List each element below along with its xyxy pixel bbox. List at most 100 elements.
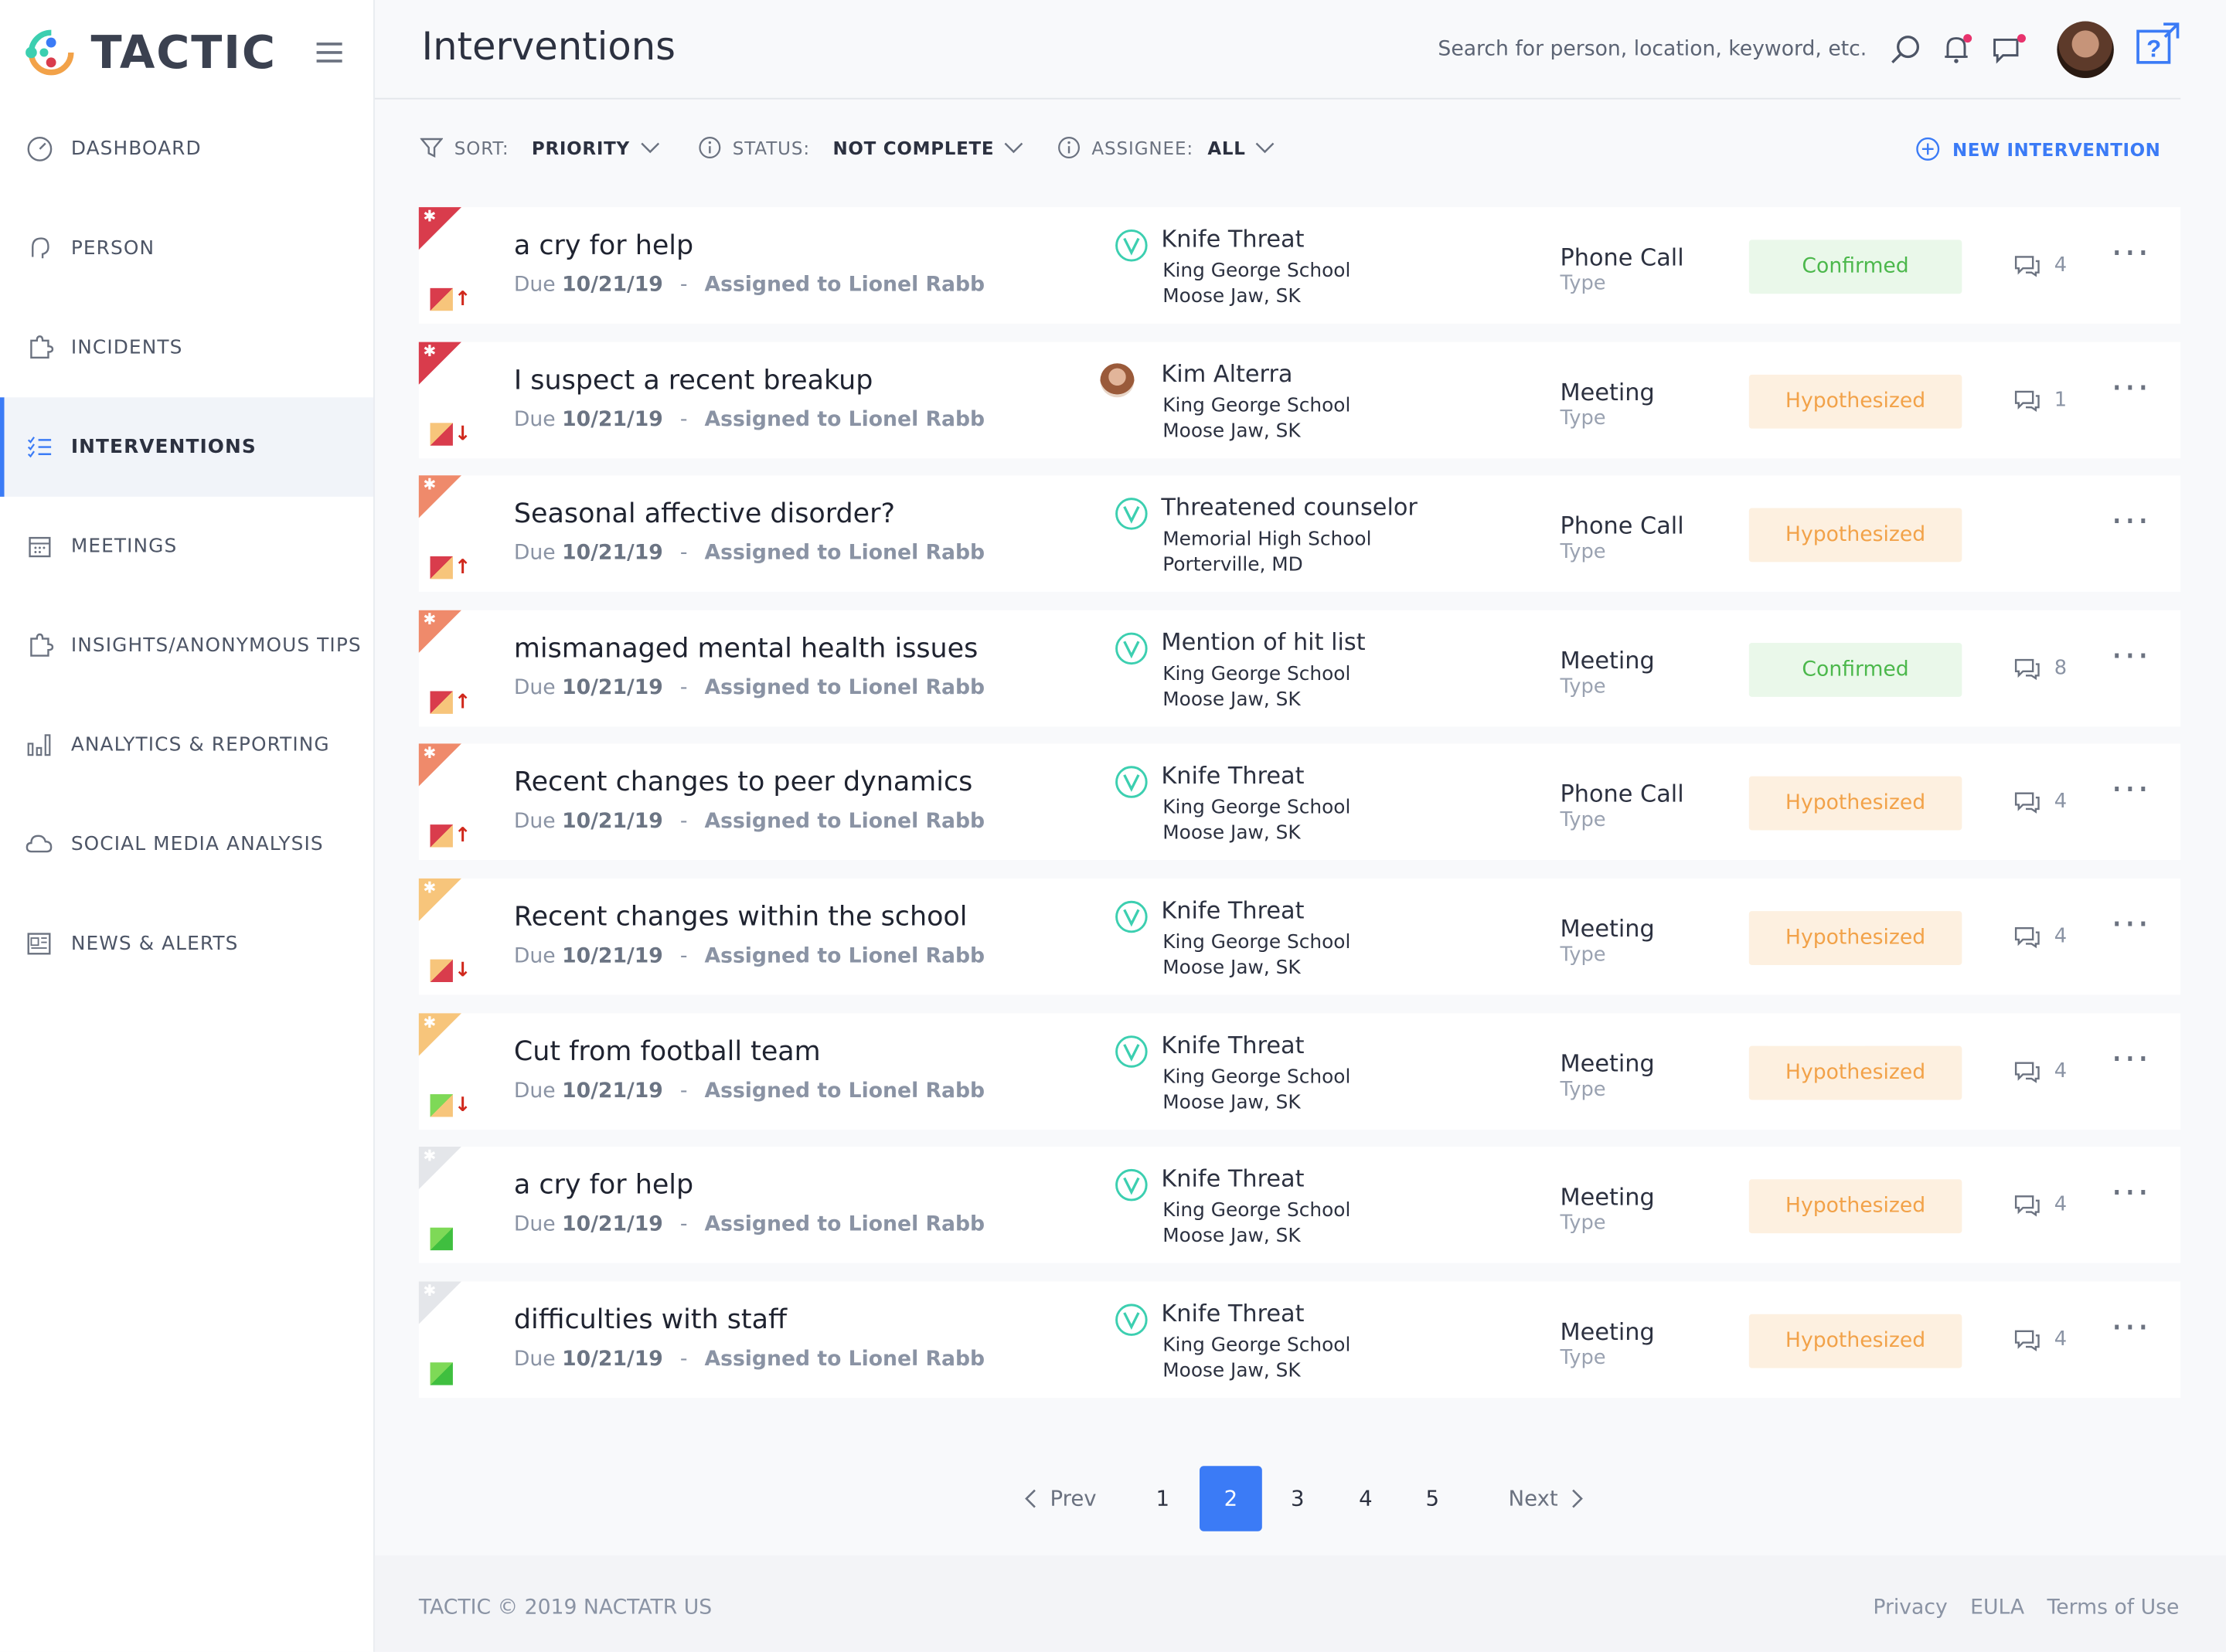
copyright: TACTIC © 2019 NACTATR US	[418, 1596, 713, 1620]
page-button[interactable]: 3	[1290, 1486, 1305, 1512]
intervention-row[interactable]: ✱ ↓ Recent changes within the school Due 10…	[418, 878, 2181, 995]
type-label: Type	[1560, 272, 1606, 296]
more-options-icon[interactable]: ···	[2111, 1172, 2151, 1215]
comments-count[interactable]: 4	[2013, 1327, 2067, 1352]
sidebar-item-analytics-reporting[interactable]: ANALYTICS & REPORTING	[0, 695, 373, 795]
more-options-icon[interactable]: ···	[2111, 770, 2151, 813]
meta-separator: -	[679, 1213, 688, 1237]
comments-number: 1	[2054, 388, 2068, 411]
severity-arrow-icon: ↑	[454, 691, 471, 714]
sidebar-item-interventions[interactable]: INTERVENTIONS	[0, 397, 374, 497]
eula-link[interactable]: EULA	[1970, 1596, 2025, 1620]
help-external-icon[interactable]: ?	[2134, 20, 2182, 68]
intervention-row[interactable]: ✱ ↑ Seasonal affective disorder? Due 10/21/…	[418, 475, 2181, 593]
comments-count[interactable]: 4	[2013, 253, 2067, 278]
incident-school: King George School	[1162, 393, 1351, 417]
comments-count[interactable]: 4	[2013, 924, 2067, 950]
more-options-icon[interactable]: ···	[2111, 1038, 2151, 1081]
more-options-icon[interactable]: ···	[2111, 501, 2151, 544]
sidebar-item-meetings[interactable]: MEETINGS	[0, 497, 373, 597]
search-input[interactable]: Search for person, location, keyword, et…	[1438, 38, 1867, 61]
severity-swatch	[430, 691, 453, 714]
assignee-filter[interactable]: ASSIGNEE: ALL	[1057, 136, 1277, 158]
status-filter[interactable]: STATUS: NOT COMPLETE	[699, 136, 1026, 158]
comments-count[interactable]: 4	[2013, 1192, 2067, 1218]
due-prefix: Due	[513, 1213, 556, 1237]
intervention-row[interactable]: ✱ ↑ Recent changes to peer dynamics Due 10/…	[418, 744, 2181, 861]
intervention-title[interactable]: a cry for help	[513, 229, 694, 261]
app-logo[interactable]: TACTIC	[26, 25, 277, 80]
privacy-link[interactable]: Privacy	[1873, 1596, 1948, 1620]
menu-toggle-icon[interactable]	[316, 42, 342, 63]
assigned-to[interactable]: Assigned to Lionel Rabb	[704, 1213, 985, 1237]
status-badge: Hypothesized	[1748, 508, 1962, 563]
intervention-title[interactable]: Cut from football team	[513, 1035, 821, 1067]
type-label: Type	[1560, 406, 1606, 430]
intervention-title[interactable]: I suspect a recent breakup	[513, 364, 873, 396]
more-options-icon[interactable]: ···	[2111, 635, 2151, 678]
intervention-row[interactable]: ✱ a cry for help Due 10/21/19- Assigned to …	[418, 1147, 2181, 1263]
incident-location: Moose Jaw, SK	[1162, 285, 1301, 308]
intervention-title[interactable]: difficulties with staff	[513, 1304, 788, 1335]
sidebar-item-news-alerts[interactable]: NEWS & ALERTS	[0, 894, 373, 994]
intervention-title[interactable]: Recent changes within the school	[513, 901, 968, 933]
comments-number: 4	[2054, 1193, 2068, 1217]
page-button[interactable]: 5	[1425, 1486, 1439, 1512]
star-icon: ✱	[423, 207, 437, 226]
new-intervention-button[interactable]: NEW INTERVENTION	[1915, 136, 2160, 161]
user-avatar[interactable]	[2057, 21, 2114, 79]
assigned-to[interactable]: Assigned to Lionel Rabb	[704, 1079, 985, 1103]
meta-separator: -	[679, 676, 688, 700]
assigned-to[interactable]: Assigned to Lionel Rabb	[704, 274, 985, 297]
assigned-to[interactable]: Assigned to Lionel Rabb	[704, 1348, 985, 1371]
incident-name: Kim Alterra	[1161, 359, 1293, 387]
intervention-row[interactable]: ✱ ↓ Cut from football team Due 10/21/19- Ass…	[418, 1012, 2181, 1130]
page-button[interactable]: 1	[1156, 1486, 1170, 1512]
page-button[interactable]: 4	[1359, 1486, 1373, 1512]
severity-arrow-icon: ↓	[454, 1093, 471, 1117]
more-options-icon[interactable]: ···	[2111, 366, 2151, 410]
intervention-title[interactable]: Recent changes to peer dynamics	[513, 767, 973, 798]
sidebar-item-dashboard[interactable]: DASHBOARD	[0, 100, 373, 199]
comments-count[interactable]: 4	[2013, 1058, 2067, 1083]
intervention-row[interactable]: ✱ difficulties with staff Due 10/21/19- Ass…	[418, 1281, 2181, 1398]
sidebar-item-incidents[interactable]: INCIDENTS	[0, 298, 373, 398]
footer: TACTIC © 2019 NACTATR US Privacy EULA Te…	[374, 1555, 2226, 1652]
comments-count[interactable]: 1	[2013, 387, 2067, 413]
incident-v-icon	[1115, 632, 1148, 665]
notification-bell-icon[interactable]	[1939, 31, 1976, 68]
comments-count[interactable]: 4	[2013, 790, 2067, 815]
sidebar-item-person[interactable]: PERSON	[0, 199, 373, 298]
chevron-down-icon	[1005, 142, 1023, 154]
intervention-row[interactable]: ✱ ↑ a cry for help Due 10/21/19- Assigned to…	[418, 207, 2181, 324]
prev-page-button[interactable]: Prev	[1016, 1466, 1101, 1531]
intervention-title[interactable]: a cry for help	[513, 1169, 694, 1202]
assignee-value: ALL	[1207, 137, 1246, 158]
sort-filter[interactable]: SORT: PRIORITY	[420, 136, 662, 158]
assigned-to[interactable]: Assigned to Lionel Rabb	[704, 676, 985, 700]
intervention-title[interactable]: Seasonal affective disorder?	[513, 498, 896, 530]
assigned-to[interactable]: Assigned to Lionel Rabb	[704, 542, 985, 566]
more-options-icon[interactable]: ···	[2111, 233, 2151, 276]
sidebar-item-label: DASHBOARD	[70, 138, 202, 161]
assigned-to[interactable]: Assigned to Lionel Rabb	[704, 408, 985, 431]
next-page-button[interactable]: Next	[1505, 1466, 1590, 1531]
intervention-row[interactable]: ✱ ↓ I suspect a recent breakup Due 10/21/19…	[418, 341, 2181, 458]
intervention-type: Phone Call Type	[1561, 512, 1684, 563]
more-options-icon[interactable]: ···	[2111, 1307, 2151, 1350]
page-button-current[interactable]: 2	[1200, 1466, 1262, 1531]
terms-link[interactable]: Terms of Use	[2047, 1596, 2180, 1620]
sort-value: PRIORITY	[531, 137, 630, 158]
sidebar-item-insights-anonymous-tips[interactable]: INSIGHTS/ANONYMOUS TIPS	[0, 596, 373, 695]
sidebar-item-social-media-analysis[interactable]: SOCIAL MEDIA ANALYSIS	[0, 795, 373, 895]
intervention-title[interactable]: mismanaged mental health issues	[513, 632, 979, 665]
severity-swatch	[430, 1228, 453, 1251]
more-options-icon[interactable]: ···	[2111, 903, 2151, 947]
intervention-row[interactable]: ✱ ↑ mismanaged mental health issues Due 10/…	[418, 610, 2181, 726]
incident-location: Moose Jaw, SK	[1162, 1090, 1301, 1114]
assigned-to[interactable]: Assigned to Lionel Rabb	[704, 811, 985, 834]
search-icon[interactable]	[1888, 31, 1925, 68]
messages-icon[interactable]	[1990, 31, 2027, 68]
comments-count[interactable]: 8	[2013, 655, 2067, 681]
assigned-to[interactable]: Assigned to Lionel Rabb	[704, 945, 985, 968]
